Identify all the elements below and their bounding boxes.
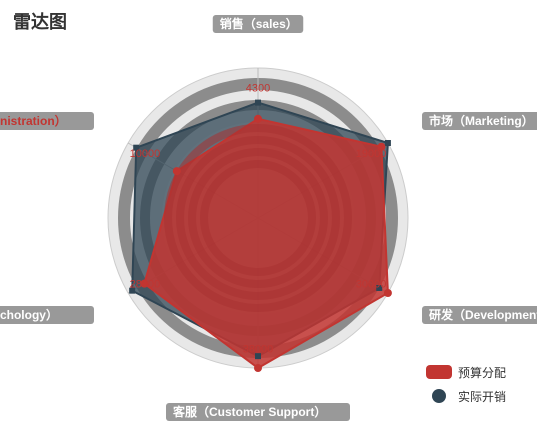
series-0-point-5 [172,167,181,176]
indicator-label-1: 市场（Marketing） [429,113,534,128]
series-1-point-1 [384,140,391,146]
indicator-label-0: 销售（sales） [220,16,298,31]
legend-swatch-budget [426,365,452,379]
indicator-label-bg-4 [0,306,94,324]
indicator-label-4: 信息技术（Information Techology） [0,307,58,322]
indicator-label-bg-5 [0,112,94,130]
series-0-point-4 [140,279,149,288]
indicator-label-5: 管理（Administration） [0,113,67,128]
series-1-point-4 [129,287,136,294]
indicator-label-bg-3 [166,403,350,421]
legend-label-actual: 实际开销 [458,389,507,404]
series-1-point-0 [255,99,261,106]
legend-label-budget: 预算分配 [458,365,507,380]
series-0-point-3 [254,364,262,372]
series-0-point-1 [377,142,386,151]
indicator-label-3: 客服（Customer Support） [172,404,326,419]
legend: 预算分配 实际开销 [426,360,506,408]
axis-value-label-2: 30000 [356,278,387,290]
legend-swatch-actual [432,389,446,403]
radar-inner-ring-0 [164,124,352,312]
axis-value-label-3: 38000 [243,344,274,356]
axis-value-label-1: 19000 [356,148,387,160]
indicator-label-bg-2 [422,306,537,324]
indicator-label-bg-0 [212,15,304,33]
legend-item-actual[interactable]: 实际开销 [426,384,506,408]
radar-inner-ring-2 [188,148,328,288]
axis-value-label-0: 4300 [246,83,270,95]
indicator-label-bg-1 [422,112,537,130]
chart-title: 雷达图 [13,12,67,33]
series-0-point-0 [254,114,262,123]
series-1-point-2 [376,285,383,291]
radar-inner-ring-3 [200,160,316,276]
indicator-label-2: 研发（Development） [429,307,537,322]
legend-item-budget[interactable]: 预算分配 [426,360,506,384]
series-1-point-3 [255,353,261,360]
series-0-point-2 [383,289,392,297]
radar-inner-ring-1 [176,136,340,300]
series-1-point-5 [133,144,140,151]
axis-value-label-4: 28000 [130,278,161,290]
axis-value-label-5: 10000 [130,148,161,160]
